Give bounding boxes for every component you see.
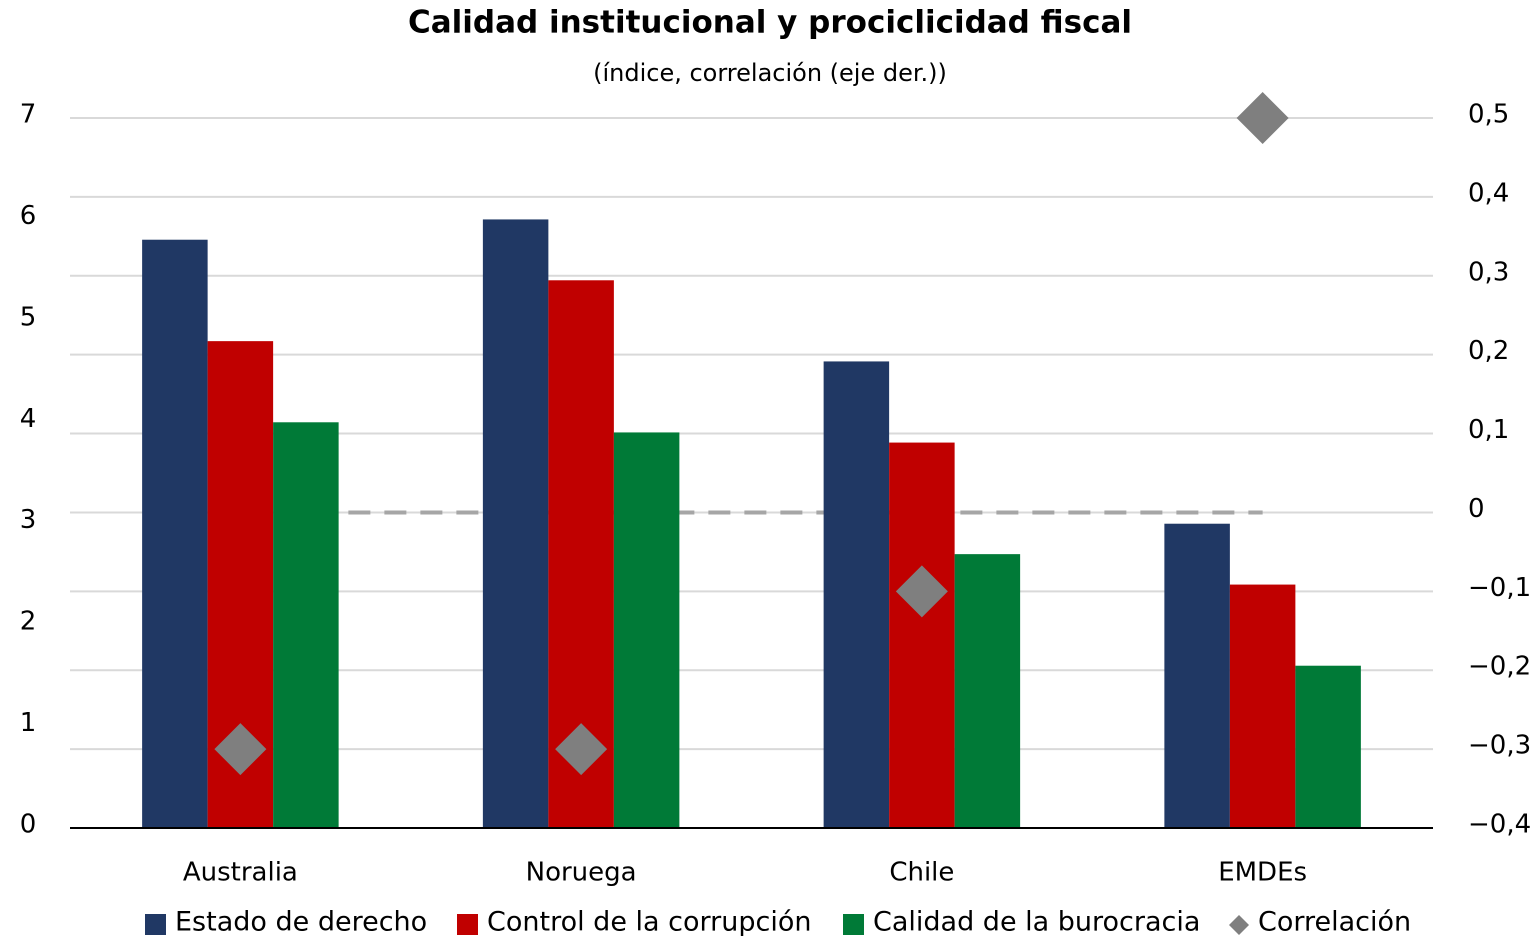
marker <box>1236 92 1289 144</box>
y-tick-label: 6 <box>20 201 37 231</box>
y2-tick-label: 0,5 <box>1468 100 1509 130</box>
y2-tick-label: −0,1 <box>1468 573 1531 603</box>
y-tick-label: 1 <box>20 708 37 738</box>
y2-tick-label: −0,2 <box>1468 652 1531 682</box>
bar <box>1295 665 1361 828</box>
y-tick-label: 7 <box>20 100 37 130</box>
bar <box>482 219 549 828</box>
bar <box>1229 584 1296 828</box>
y2-tick-label: −0,3 <box>1468 731 1531 761</box>
bar <box>142 239 208 828</box>
bar <box>823 361 890 828</box>
chart-title: Calidad institucional y prociclicidad fi… <box>408 5 1132 41</box>
y2-tick-label: 0,3 <box>1468 257 1509 287</box>
legend-label: Calidad de la burocracia <box>873 907 1200 938</box>
y2-tick-label: −0,4 <box>1468 810 1531 840</box>
bar <box>889 442 955 828</box>
x-tick-label: EMDEs <box>1218 858 1307 888</box>
legend-swatch <box>145 914 166 935</box>
y-tick-label: 2 <box>20 607 37 637</box>
x-tick-label: Noruega <box>526 858 637 888</box>
chart-subtitle: (índice, correlación (eje der.)) <box>593 59 947 87</box>
x-tick-label: Australia <box>183 858 298 888</box>
legend-swatch <box>457 914 478 935</box>
legend-label: Correlación <box>1258 907 1411 938</box>
bar <box>273 422 339 828</box>
y-tick-label: 4 <box>20 404 37 434</box>
y2-tick-label: 0 <box>1468 494 1485 524</box>
y2-tick-label: 0,2 <box>1468 336 1509 366</box>
legend-swatch <box>843 914 864 935</box>
bar <box>613 432 680 828</box>
bar <box>1164 523 1230 828</box>
bar <box>954 554 1021 828</box>
y2-tick-label: 0,4 <box>1468 178 1509 208</box>
y-tick-label: 5 <box>20 302 37 332</box>
y-tick-label: 0 <box>20 810 37 840</box>
marker <box>214 723 267 776</box>
y2-tick-label: 0,1 <box>1468 415 1509 445</box>
y-tick-label: 3 <box>20 505 37 535</box>
marker <box>555 723 608 776</box>
x-tick-label: Chile <box>889 858 954 888</box>
legend-label: Control de la corrupción <box>487 907 811 938</box>
marker <box>895 565 948 618</box>
legend-label: Estado de derecho <box>175 907 427 938</box>
legend-marker <box>1229 915 1249 935</box>
